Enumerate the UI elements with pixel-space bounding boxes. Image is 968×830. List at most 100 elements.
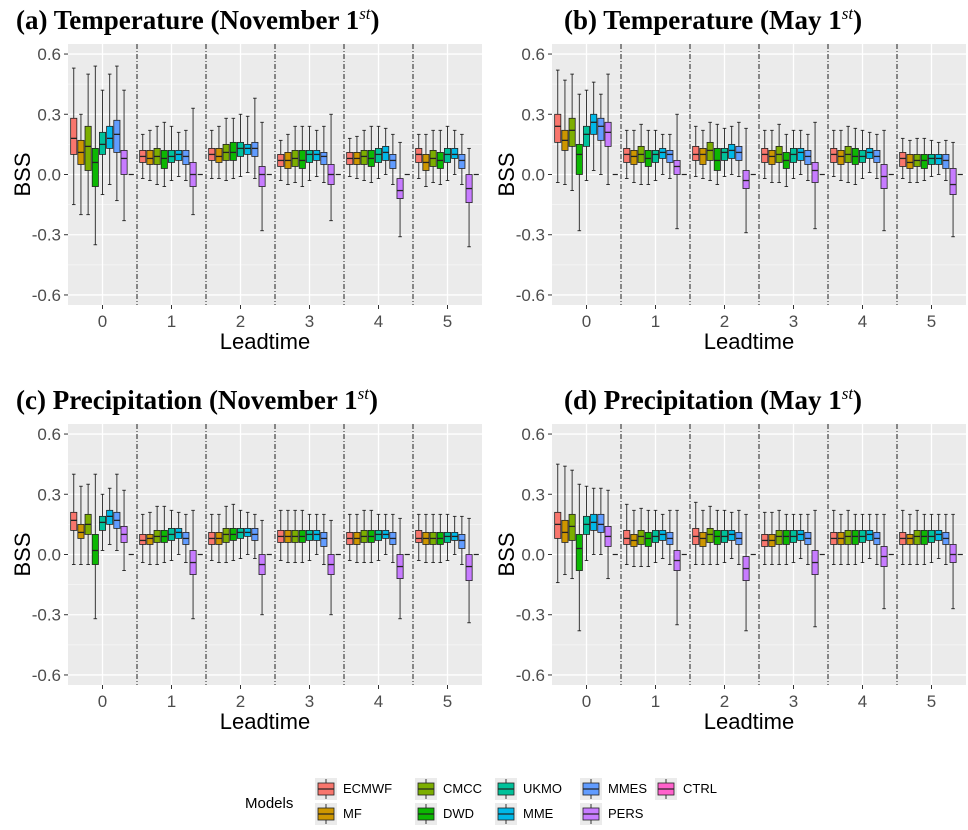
box-dwd-lead-0 bbox=[91, 473, 99, 620]
box-iqr bbox=[458, 154, 466, 169]
box-iqr bbox=[920, 530, 928, 545]
box-iqr bbox=[84, 125, 92, 171]
box-iqr bbox=[713, 530, 721, 545]
box-iqr bbox=[652, 150, 659, 163]
box-dwd-lead-5 bbox=[436, 129, 444, 185]
x-tick-label: 1 bbox=[651, 312, 660, 331]
box-ukmo-lead-0 bbox=[583, 485, 590, 561]
box-mf-lead-0 bbox=[561, 79, 569, 185]
x-tick-label: 3 bbox=[305, 312, 314, 331]
x-tick-label: 1 bbox=[651, 692, 660, 711]
panel-a: (a) Temperature (November 1st) -0.6 -0.3 0… bbox=[0, 0, 484, 380]
box-cmcc-lead-2 bbox=[222, 117, 230, 181]
box-ecmwf-lead-1 bbox=[623, 129, 631, 179]
box-iqr bbox=[444, 147, 451, 163]
box-pers-lead-5 bbox=[465, 147, 473, 248]
box-iqr bbox=[583, 515, 590, 535]
box-iqr bbox=[568, 117, 576, 147]
box-iqr bbox=[597, 513, 605, 533]
box-ukmo-lead-1 bbox=[168, 125, 175, 181]
box-pers-lead-1 bbox=[189, 509, 197, 620]
box-iqr bbox=[866, 147, 874, 159]
box-dwd-lead-5 bbox=[920, 513, 928, 565]
box-ecmwf-lead-5 bbox=[899, 509, 907, 565]
x-tick-label: 0 bbox=[98, 692, 107, 711]
box-iqr bbox=[306, 150, 313, 163]
y-tick-label: -0.6 bbox=[516, 666, 545, 685]
box-iqr bbox=[623, 147, 631, 163]
legend-key bbox=[415, 803, 437, 825]
legend-item-cmcc: CMCC bbox=[415, 778, 525, 800]
box-iqr bbox=[630, 150, 638, 165]
box-dwd-lead-0 bbox=[575, 483, 583, 632]
box-ecmwf-lead-3 bbox=[277, 509, 285, 561]
box-iqr bbox=[913, 530, 921, 545]
box-iqr bbox=[790, 147, 797, 163]
box-mmes-lead-3 bbox=[804, 513, 812, 565]
x-tick-label: 3 bbox=[789, 692, 798, 711]
y-tick-label: 0.0 bbox=[521, 166, 545, 185]
x-tick-label: 3 bbox=[305, 692, 314, 711]
box-mmes-lead-2 bbox=[251, 97, 259, 179]
y-tick-label: 0.3 bbox=[521, 485, 545, 504]
y-tick-label: 0.6 bbox=[37, 45, 61, 64]
box-iqr bbox=[713, 147, 721, 171]
box-iqr bbox=[568, 513, 576, 541]
box-ukmo-lead-2 bbox=[721, 509, 728, 563]
panel-b: (b) Temperature (May 1st) -0.6 -0.3 0.0 0.3… bbox=[484, 0, 968, 380]
box-ukmo-lead-4 bbox=[859, 513, 866, 563]
box-mf-lead-5 bbox=[422, 513, 430, 563]
box-iqr bbox=[120, 150, 128, 175]
legend-title: Models bbox=[245, 795, 294, 812]
box-dwd-lead-2 bbox=[229, 503, 237, 561]
box-mf-lead-3 bbox=[284, 509, 292, 563]
box-iqr bbox=[949, 168, 957, 195]
box-dwd-lead-5 bbox=[920, 137, 928, 181]
box-dwd-lead-1 bbox=[644, 129, 652, 185]
box-iqr bbox=[113, 119, 121, 153]
box-ecmwf-lead-0 bbox=[554, 69, 562, 183]
box-iqr bbox=[949, 544, 957, 563]
box-mme-lead-2 bbox=[728, 511, 736, 559]
box-mf-lead-4 bbox=[353, 135, 361, 179]
box-ecmwf-lead-4 bbox=[830, 509, 838, 565]
panel-title-prefix: (c) bbox=[16, 385, 46, 415]
chart-c: -0.6 -0.3 0.0 0.3 0.6 0 1 2 3 4 5 Leadtime BSS bbox=[10, 424, 482, 734]
box-pers-lead-4 bbox=[396, 517, 404, 620]
box-iqr bbox=[830, 147, 838, 163]
x-axis-title: Leadtime bbox=[220, 329, 311, 354]
box-cmcc-lead-3 bbox=[775, 123, 783, 183]
x-axis-title: Leadtime bbox=[704, 329, 795, 354]
box-mf-lead-5 bbox=[906, 139, 914, 183]
box-ecmwf-lead-1 bbox=[139, 513, 147, 563]
box-mme-lead-5 bbox=[451, 129, 459, 175]
legend-item-ctrl: CTRL bbox=[655, 778, 765, 800]
panel-title-sup: st bbox=[841, 4, 854, 23]
box-dwd-lead-5 bbox=[436, 513, 444, 563]
box-iqr bbox=[106, 125, 114, 149]
legend-label: CMCC bbox=[443, 781, 482, 796]
box-cmcc-lead-1 bbox=[637, 507, 645, 567]
box-pers-lead-3 bbox=[327, 519, 335, 616]
box-mme-lead-2 bbox=[244, 115, 252, 173]
box-mme-lead-0 bbox=[590, 487, 598, 555]
box-dwd-lead-1 bbox=[160, 505, 168, 563]
box-ukmo-lead-3 bbox=[306, 125, 313, 181]
box-ecmwf-lead-5 bbox=[415, 513, 423, 561]
box-dwd-lead-2 bbox=[229, 117, 237, 179]
y-tick-label: 0.3 bbox=[521, 105, 545, 124]
box-cmcc-lead-1 bbox=[153, 125, 161, 185]
box-iqr bbox=[106, 509, 114, 525]
box-mme-lead-5 bbox=[935, 141, 943, 175]
box-pers-lead-0 bbox=[120, 489, 128, 572]
box-iqr bbox=[761, 147, 769, 163]
x-tick-label: 4 bbox=[374, 312, 383, 331]
box-dwd-lead-4 bbox=[851, 127, 859, 185]
box-iqr bbox=[637, 530, 645, 545]
box-cmcc-lead-0 bbox=[568, 469, 576, 580]
panel-title-sup: st bbox=[841, 384, 854, 403]
box-ukmo-lead-0 bbox=[99, 89, 106, 196]
box-iqr bbox=[313, 150, 321, 161]
box-iqr bbox=[844, 530, 852, 545]
box-ukmo-lead-3 bbox=[790, 129, 797, 179]
